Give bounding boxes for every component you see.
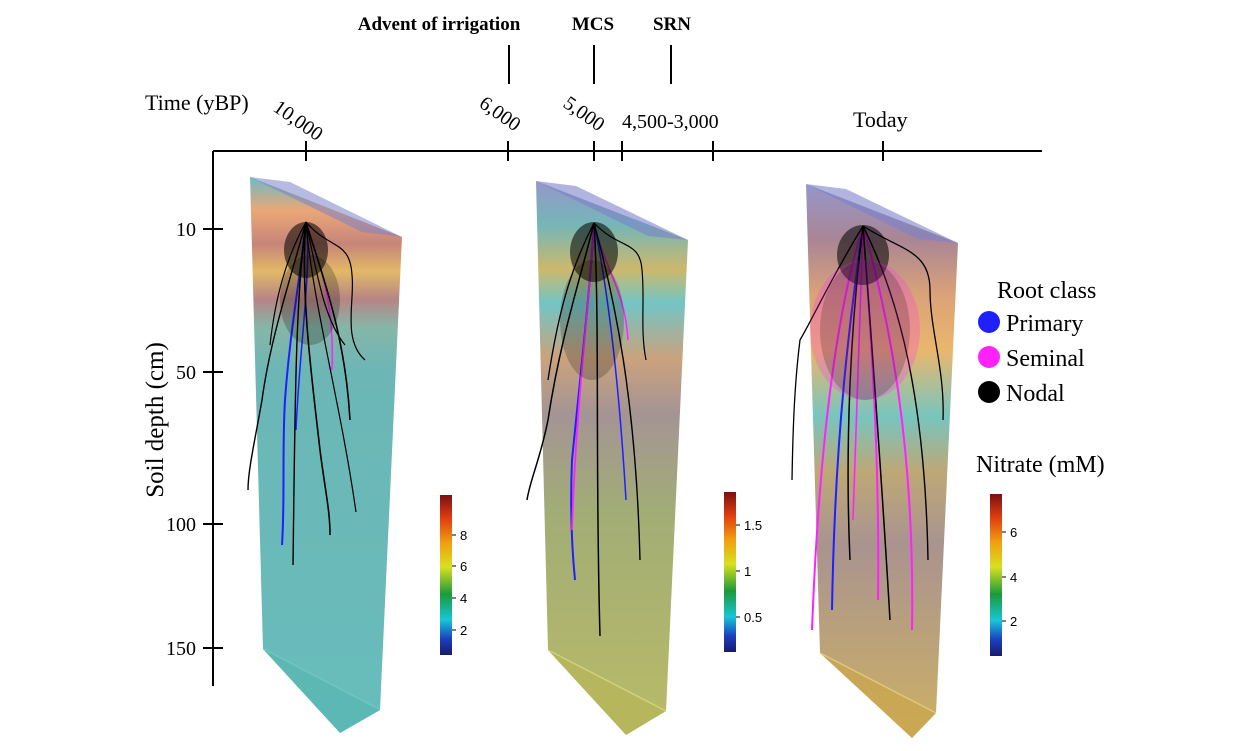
colorbar-tick-label: 4 [1010, 570, 1017, 585]
nodal-root [862, 225, 944, 421]
colorbar-tick-label: 6 [460, 559, 467, 574]
root-crown [284, 222, 328, 278]
nodal-root [791, 225, 864, 481]
soil-column-front [536, 181, 688, 735]
soil-column-top [806, 184, 958, 243]
colorbar-tick-label: 1.5 [744, 518, 762, 533]
soil-column-bottom [263, 649, 380, 733]
colorbar-tick-label: 8 [460, 528, 467, 543]
depth-tick-label-10: 10 [176, 219, 196, 241]
event-label-srn: SRN [653, 14, 691, 35]
seminal-swatch [978, 346, 1000, 368]
time-tick-label-4500-3000: 4,500-3,000 [622, 111, 719, 133]
soil-column-bottom [548, 650, 666, 735]
root-mass [820, 260, 910, 400]
colorbar-tick-label: 4 [460, 591, 467, 606]
depth-axis-title: Soil depth (cm) [142, 342, 169, 498]
soil-column-top [250, 177, 402, 237]
root-system [791, 225, 944, 631]
soil-column-5000 [526, 181, 688, 735]
root-crown [837, 225, 889, 285]
colorbar-tick-label: 0.5 [744, 610, 762, 625]
time-tick-label-6000: 6,000 [475, 92, 524, 136]
soil-column-top [536, 181, 688, 240]
event-label-mcs: MCS [572, 14, 614, 35]
root-class-legend: Root class Primary Seminal Nodal Nitrate… [976, 278, 1105, 478]
depth-axis: 10 50 100 150 Soil depth (cm) [142, 151, 223, 686]
nodal-swatch [978, 381, 1000, 403]
colorbar-tick-label: 1 [744, 564, 751, 579]
legend-label-primary: Primary [1006, 311, 1083, 337]
colorbar-tick-label: 6 [1010, 525, 1017, 540]
colorbar-gradient [724, 492, 736, 652]
time-tick-label-10000: 10,000 [269, 96, 327, 146]
colorbar-tick-label: 2 [460, 623, 467, 638]
root-crown [570, 222, 618, 282]
root-mass [280, 255, 340, 345]
root-mass [560, 260, 624, 380]
colorbar-1: 8 6 4 2 [440, 495, 467, 655]
depth-tick-label-150: 150 [166, 638, 196, 660]
colorbar-gradient [990, 494, 1002, 656]
soil-column-bottom [820, 653, 936, 738]
colorbar-title: Nitrate (mM) [976, 452, 1105, 478]
event-label-irrigation: Advent of irrigation [358, 14, 521, 35]
soil-column-edge [547, 649, 667, 712]
time-tick-label-today: Today [853, 107, 908, 132]
legend-label-nodal: Nodal [1006, 381, 1065, 407]
soil-column-10000 [247, 177, 402, 733]
soil-column-edge [819, 652, 937, 714]
legend-label-seminal: Seminal [1006, 346, 1085, 372]
time-axis-title: Time (yBP) [145, 90, 249, 115]
root-system [247, 221, 366, 566]
colorbar-2: 1.5 1 0.5 [724, 492, 762, 652]
soil-column-front [250, 177, 402, 733]
primary-swatch [978, 311, 1000, 333]
soil-column-front [806, 184, 958, 738]
colorbar-gradient [440, 495, 452, 655]
soil-column-today [791, 184, 958, 738]
depth-tick-label-100: 100 [166, 514, 196, 536]
time-tick-label-5000: 5,000 [559, 92, 608, 136]
root-mass [810, 260, 920, 400]
depth-tick-label-50: 50 [176, 362, 196, 384]
colorbar-tick-label: 2 [1010, 614, 1017, 629]
legend-title: Root class [997, 278, 1096, 304]
colorbar-3: 6 4 2 [990, 494, 1017, 656]
root-system [526, 222, 647, 637]
time-axis: Time (yBP) 10,000 6,000 5,000 4,500-3,00… [145, 14, 1042, 161]
